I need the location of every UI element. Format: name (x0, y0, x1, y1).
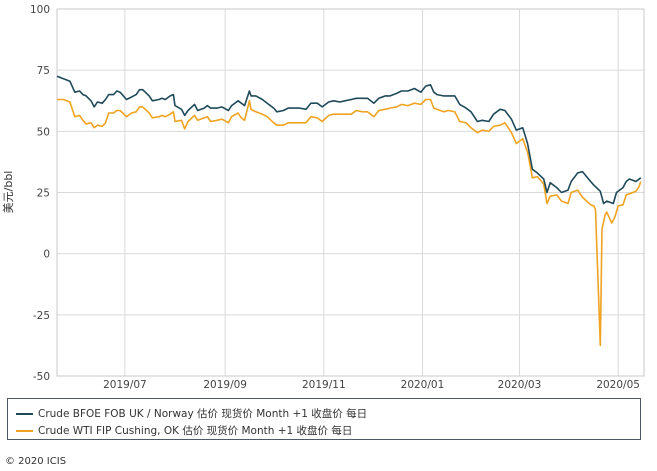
legend-item-brent[interactable]: Crude BFOE FOB UK / Norway 估价 现货价 Month … (16, 406, 367, 421)
legend-swatch-wti (16, 430, 33, 432)
y-tick-label: -25 (33, 310, 50, 322)
legend-swatch-brent (16, 413, 33, 415)
x-tick-label: 2019/07 (103, 379, 147, 391)
y-tick-label: 25 (37, 188, 50, 200)
legend-item-wti[interactable]: Crude WTI FIP Cushing, OK 估价 现货价 Month +… (16, 423, 352, 438)
y-tick-label: 75 (37, 65, 50, 77)
y-tick-label: 0 (43, 249, 50, 261)
x-tick-labels: 2019/07 2019/09 2019/11 2020/01 2020/03 2020/… (103, 379, 640, 391)
grid-lines (57, 8, 644, 377)
y-axis-title: 美元/bbl (2, 171, 15, 214)
y-tick-label: -50 (33, 371, 50, 383)
x-tick-label: 2020/01 (401, 379, 445, 391)
series-lines (56, 75, 642, 347)
y-tick-label: 100 (30, 4, 50, 16)
x-tick-label: 2019/09 (203, 379, 247, 391)
x-tick-label: 2020/05 (596, 379, 640, 391)
x-tick-label: 2020/03 (498, 379, 542, 391)
x-tick-label: 2019/11 (302, 379, 346, 391)
plot-frame (56, 8, 645, 377)
series-line-wti (57, 98, 642, 347)
legend-label-brent: Crude BFOE FOB UK / Norway 估价 现货价 Month … (38, 408, 368, 420)
y-tick-label: 50 (37, 126, 50, 138)
series-line-brent (56, 75, 642, 205)
copyright-text: © 2020 ICIS (5, 456, 67, 467)
y-tick-labels: 100 75 50 25 0 -25 -50 (30, 4, 50, 383)
legend-label-wti: Crude WTI FIP Cushing, OK 估价 现货价 Month +… (38, 425, 353, 437)
legend: Crude BFOE FOB UK / Norway 估价 现货价 Month … (7, 398, 641, 440)
